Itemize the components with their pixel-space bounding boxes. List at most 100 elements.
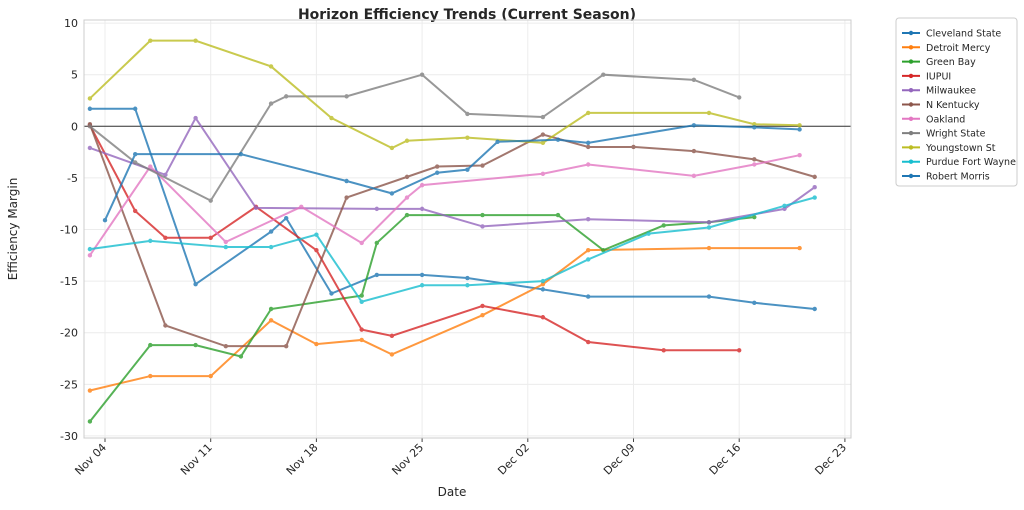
data-point: [268, 101, 274, 106]
data-point: [208, 198, 213, 203]
data-point: [752, 214, 757, 220]
legend-label: Robert Morris: [926, 172, 990, 183]
data-point: [87, 246, 93, 252]
data-point: [752, 162, 757, 167]
data-point: [782, 203, 787, 208]
data-point: [586, 339, 591, 345]
y-tick-label: 0: [71, 120, 78, 133]
data-point: [223, 343, 228, 349]
data-point: [601, 72, 606, 77]
data-point: [389, 191, 395, 196]
x-tick-label: Dec 23: [812, 441, 849, 478]
legend-label: Youngstown St: [925, 143, 996, 154]
chart-title: Horizon Efficiency Trends (Current Seaso…: [298, 7, 636, 23]
y-tick-label: 5: [71, 69, 78, 82]
legend: Cleveland State Detroit Mercy Green Bay IUP…: [895, 17, 1018, 187]
data-point: [555, 212, 561, 218]
data-point: [419, 182, 425, 188]
legend-marker: [908, 59, 914, 64]
data-point: [586, 144, 591, 150]
series-line: [89, 154, 800, 256]
data-point: [752, 122, 757, 127]
y-tick-label: -20: [60, 327, 78, 340]
data-point: [389, 145, 395, 151]
data-point: [359, 299, 364, 304]
data-point: [752, 300, 757, 305]
data-point: [344, 195, 349, 200]
data-point: [586, 162, 591, 167]
series-line: [89, 214, 755, 423]
x-tick-label: Nov 04: [72, 441, 109, 478]
data-point: [404, 212, 410, 218]
data-point: [238, 354, 244, 359]
data-point: [419, 206, 425, 212]
data-point: [284, 215, 289, 221]
y-tick-label: 10: [64, 17, 78, 30]
data-point: [102, 218, 108, 223]
plot-frame: [83, 19, 852, 439]
data-point: [480, 224, 485, 229]
legend-marker: [908, 145, 914, 150]
data-point: [586, 294, 591, 299]
data-point: [374, 206, 379, 212]
data-point: [329, 291, 334, 296]
data-point: [404, 174, 410, 180]
data-point: [359, 327, 364, 332]
data-point: [268, 306, 274, 312]
data-point: [540, 287, 546, 292]
data-point: [299, 204, 304, 210]
data-point: [752, 157, 757, 162]
data-point: [193, 282, 198, 287]
data-point: [797, 153, 802, 158]
data-point: [374, 272, 379, 278]
data-point: [148, 342, 153, 348]
data-point: [812, 174, 817, 180]
series-milwaukee: [87, 115, 817, 229]
data-point: [480, 163, 485, 168]
data-point: [223, 244, 228, 250]
data-point: [419, 283, 425, 288]
series-line: [88, 123, 815, 348]
data-point: [691, 77, 697, 83]
data-point: [87, 96, 93, 101]
data-point: [435, 170, 440, 175]
data-point: [268, 318, 274, 323]
data-point: [812, 185, 817, 190]
data-point: [87, 145, 93, 151]
data-point: [480, 312, 485, 318]
data-point: [87, 124, 93, 129]
data-point: [253, 205, 259, 211]
data-point: [133, 160, 138, 165]
y-tick-label: -25: [60, 378, 78, 391]
data-point: [465, 111, 470, 117]
data-point: [812, 306, 817, 312]
data-point: [163, 172, 168, 178]
data-point: [163, 323, 168, 328]
data-point: [148, 164, 153, 169]
data-point: [661, 348, 666, 353]
series-robert-morris: [102, 123, 802, 223]
data-point: [752, 125, 757, 130]
x-tick-label: Nov 11: [178, 441, 215, 478]
data-point: [404, 138, 410, 143]
series-line: [89, 124, 740, 352]
data-point: [193, 38, 198, 43]
y-axis-label: Efficiency Margin: [6, 178, 20, 281]
data-point: [87, 253, 93, 258]
data-point: [148, 38, 153, 43]
data-point: [163, 235, 168, 240]
data-point: [344, 94, 349, 99]
data-point: [586, 110, 591, 116]
data-point: [631, 144, 636, 150]
data-point: [435, 164, 440, 169]
legend-frame: [895, 17, 1018, 187]
data-point: [208, 235, 213, 240]
data-point: [661, 223, 666, 228]
data-point: [601, 247, 606, 253]
series-line: [89, 196, 815, 303]
series-line: [89, 73, 740, 202]
data-point: [314, 232, 319, 237]
series-purdue-fort-wayne: [87, 195, 817, 304]
legend-marker: [908, 159, 914, 164]
legend-marker: [908, 102, 914, 107]
